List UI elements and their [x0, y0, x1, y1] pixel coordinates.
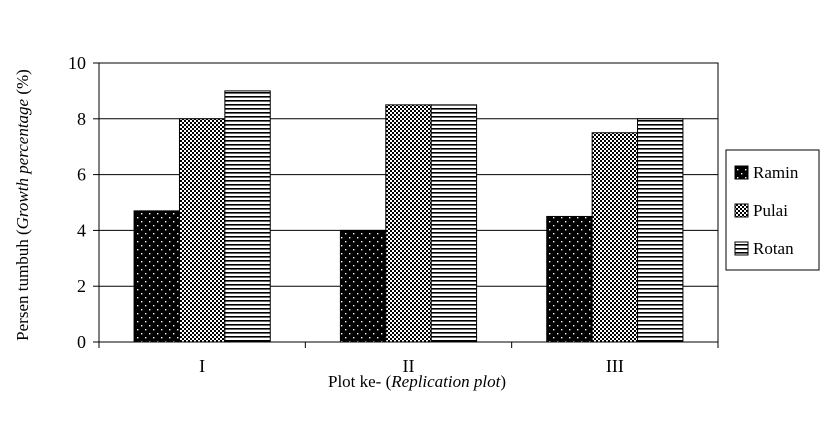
bar-ramin-II [339, 229, 387, 343]
plot-area-frame [98, 62, 719, 343]
bar-rotan-III [637, 118, 684, 343]
bar-pulai-III [591, 132, 639, 343]
x-tick-label: I [199, 356, 205, 376]
legend-label-pulai: Pulai [753, 201, 788, 220]
legend: Ramin Pulai Rotan [725, 149, 820, 271]
bar-rotan-I [224, 90, 271, 343]
y-axis-title: Persen tumbuh (Growth percentage (%) [13, 69, 32, 341]
y-tick-label: 8 [77, 109, 86, 129]
legend-swatch-rotan [734, 241, 749, 256]
bar-ramin-III [546, 215, 593, 343]
y-tick-label: 0 [77, 332, 86, 352]
legend-label-rotan: Rotan [753, 239, 794, 258]
bar-ramin-I [133, 210, 180, 343]
bars [133, 90, 684, 343]
x-tick-label: III [606, 356, 624, 376]
x-tick-label: II [403, 356, 415, 376]
bar-pulai-I [178, 118, 226, 343]
legend-swatch-pulai [734, 203, 749, 218]
bar-pulai-II [385, 104, 432, 343]
bar-rotan-II [430, 104, 478, 343]
x-axis-title: Plot ke- (Replication plot) [328, 372, 506, 391]
y-tick-label: 4 [77, 220, 86, 240]
axes [93, 62, 719, 348]
y-tick-label: 6 [77, 165, 86, 185]
legend-label-ramin: Ramin [753, 163, 799, 182]
y-tick-label: 10 [68, 53, 86, 73]
y-tick-label: 2 [77, 276, 86, 296]
legend-swatch-ramin [734, 165, 749, 180]
